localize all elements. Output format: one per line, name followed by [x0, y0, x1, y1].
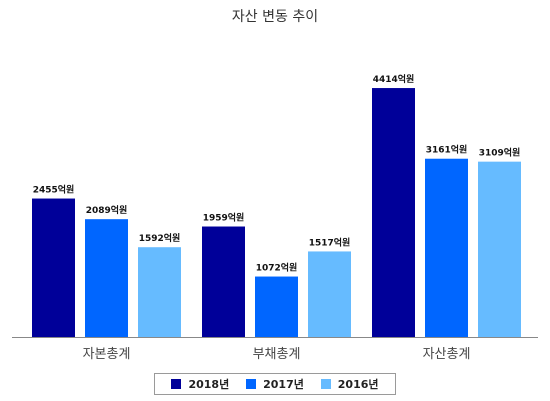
legend-swatch: [171, 379, 182, 389]
bar-자산총계-2016년: [478, 161, 521, 337]
bar-자본총계-2017년: [85, 219, 128, 337]
category-label: 자산총계: [423, 347, 471, 362]
chart-title: 자산 변동 추이: [231, 9, 319, 25]
data-label: 3109억원: [479, 147, 521, 159]
data-label: 2089억원: [86, 204, 128, 216]
legend-swatch: [320, 379, 331, 389]
data-label: 1959억원: [203, 212, 245, 224]
bar-자산총계-2018년: [372, 88, 415, 337]
data-label: 1072억원: [256, 262, 298, 274]
category-label: 부채총계: [253, 347, 301, 362]
legend-swatch: [246, 379, 257, 389]
bar-부채총계-2018년: [202, 226, 245, 337]
bar-부채총계-2017년: [255, 276, 298, 337]
legend-item: 2016년: [320, 376, 379, 392]
legend-label: 2016년: [337, 378, 379, 391]
legend-label: 2017년: [263, 378, 304, 391]
bar-자본총계-2016년: [138, 247, 181, 337]
category-label: 자본총계: [83, 347, 131, 362]
data-label: 1592억원: [139, 232, 181, 244]
data-label: 3161억원: [426, 144, 468, 156]
chart-legend: 2018년 2017년 2016년: [154, 373, 396, 395]
legend-label: 2018년: [188, 378, 230, 391]
legend-item: 2017년: [246, 376, 304, 392]
bar-자산총계-2017년: [425, 158, 468, 337]
legend-item: 2018년: [171, 376, 229, 392]
data-label: 4414억원: [373, 73, 415, 85]
bar-자본총계-2018년: [32, 198, 75, 337]
data-label: 1517억원: [309, 236, 351, 248]
bar-부채총계-2016년: [308, 251, 351, 337]
data-label: 2455억원: [33, 184, 75, 196]
